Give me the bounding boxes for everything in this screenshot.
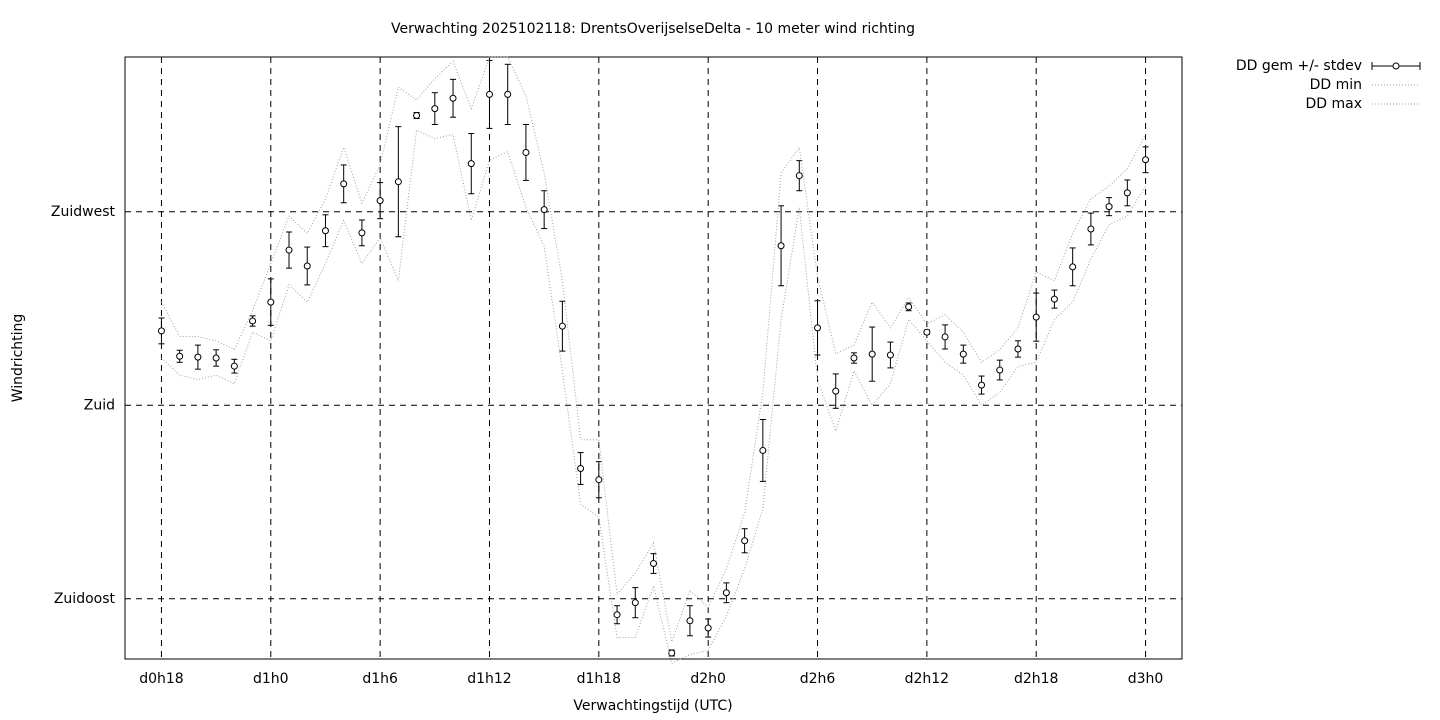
- point: [850, 354, 858, 362]
- point: [249, 317, 257, 325]
- x-tick-label: d1h0: [253, 671, 289, 687]
- y-axis-label: Windrichting: [10, 314, 26, 403]
- point: [1050, 295, 1058, 303]
- point: [1105, 203, 1113, 211]
- point: [267, 298, 275, 306]
- x-tick-label: d2h6: [800, 671, 836, 687]
- point: [941, 333, 949, 341]
- point: [285, 246, 293, 254]
- point: [741, 537, 749, 545]
- point: [1069, 263, 1077, 271]
- point: [722, 589, 730, 597]
- point: [340, 180, 348, 188]
- x-tick-label: d2h18: [1014, 671, 1058, 687]
- point: [686, 617, 694, 625]
- legend-label: DD min: [1310, 77, 1362, 93]
- x-tick-label: d0h18: [139, 671, 183, 687]
- point: [868, 350, 876, 358]
- point: [321, 227, 329, 235]
- x-tick-label: d1h6: [362, 671, 398, 687]
- point: [394, 178, 402, 186]
- point: [431, 105, 439, 113]
- x-tick-label: d2h0: [690, 671, 726, 687]
- x-tick-label: d1h12: [467, 671, 511, 687]
- point: [376, 197, 384, 205]
- point: [467, 160, 475, 168]
- point: [959, 350, 967, 358]
- y-tick-label: Zuid: [84, 397, 115, 413]
- point: [814, 324, 822, 332]
- point: [176, 352, 184, 360]
- legend-swatch: [1392, 62, 1400, 70]
- point: [704, 624, 712, 632]
- point: [996, 366, 1004, 374]
- x-axis-label: Verwachtingstijd (UTC): [573, 698, 732, 714]
- point: [777, 242, 785, 250]
- point: [577, 465, 585, 473]
- point: [1014, 345, 1022, 353]
- point: [504, 90, 512, 98]
- point: [157, 327, 165, 335]
- point: [759, 446, 767, 454]
- x-tick-label: d2h12: [905, 671, 949, 687]
- x-tick-label: d1h18: [577, 671, 621, 687]
- legend-label: DD gem +/- stdev: [1236, 58, 1362, 74]
- x-tick-label: d3h0: [1128, 671, 1164, 687]
- point: [358, 229, 366, 237]
- point: [1087, 225, 1095, 233]
- point: [212, 354, 220, 362]
- point: [413, 111, 421, 119]
- point: [1142, 156, 1150, 164]
- chart-title: Verwachting 2025102118: DrentsOverijsels…: [391, 21, 915, 37]
- plot-border: [124, 56, 1183, 660]
- point: [558, 322, 566, 330]
- point: [886, 351, 894, 359]
- point: [650, 560, 657, 568]
- point: [595, 476, 603, 484]
- point: [1123, 189, 1131, 197]
- point: [1032, 313, 1040, 321]
- y-tick-label: Zuidoost: [54, 591, 116, 607]
- point: [485, 90, 493, 98]
- point: [303, 262, 311, 270]
- point: [230, 362, 238, 370]
- point: [449, 94, 457, 102]
- point: [923, 328, 931, 336]
- y-tick-label: Zuidwest: [51, 204, 116, 220]
- point: [832, 387, 840, 395]
- point: [795, 172, 803, 180]
- point: [194, 353, 202, 361]
- point: [540, 206, 548, 214]
- legend-label: DD max: [1305, 96, 1362, 112]
- point: [631, 599, 639, 607]
- point: [522, 148, 530, 156]
- point: [668, 649, 676, 657]
- line: [161, 56, 1146, 644]
- point: [978, 381, 986, 389]
- point: [613, 611, 621, 619]
- point: [905, 303, 913, 311]
